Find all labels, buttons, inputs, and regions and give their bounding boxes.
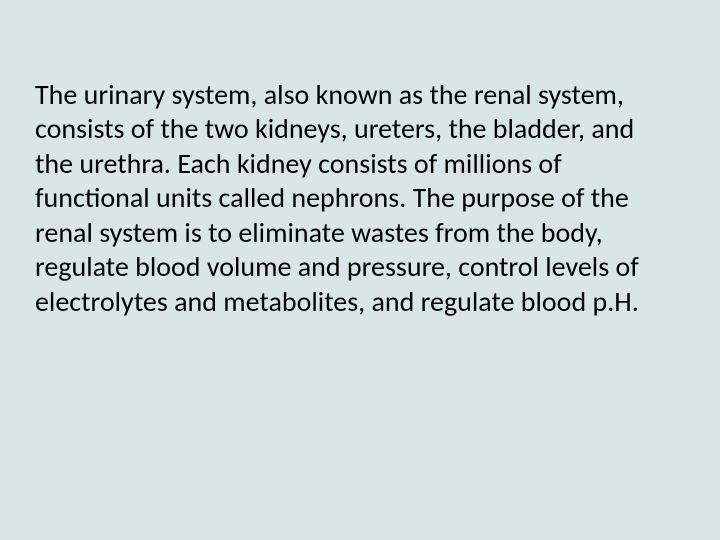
slide-container: The urinary system, also known as the re… bbox=[0, 0, 720, 540]
body-text: The urinary system, also known as the re… bbox=[35, 78, 675, 319]
